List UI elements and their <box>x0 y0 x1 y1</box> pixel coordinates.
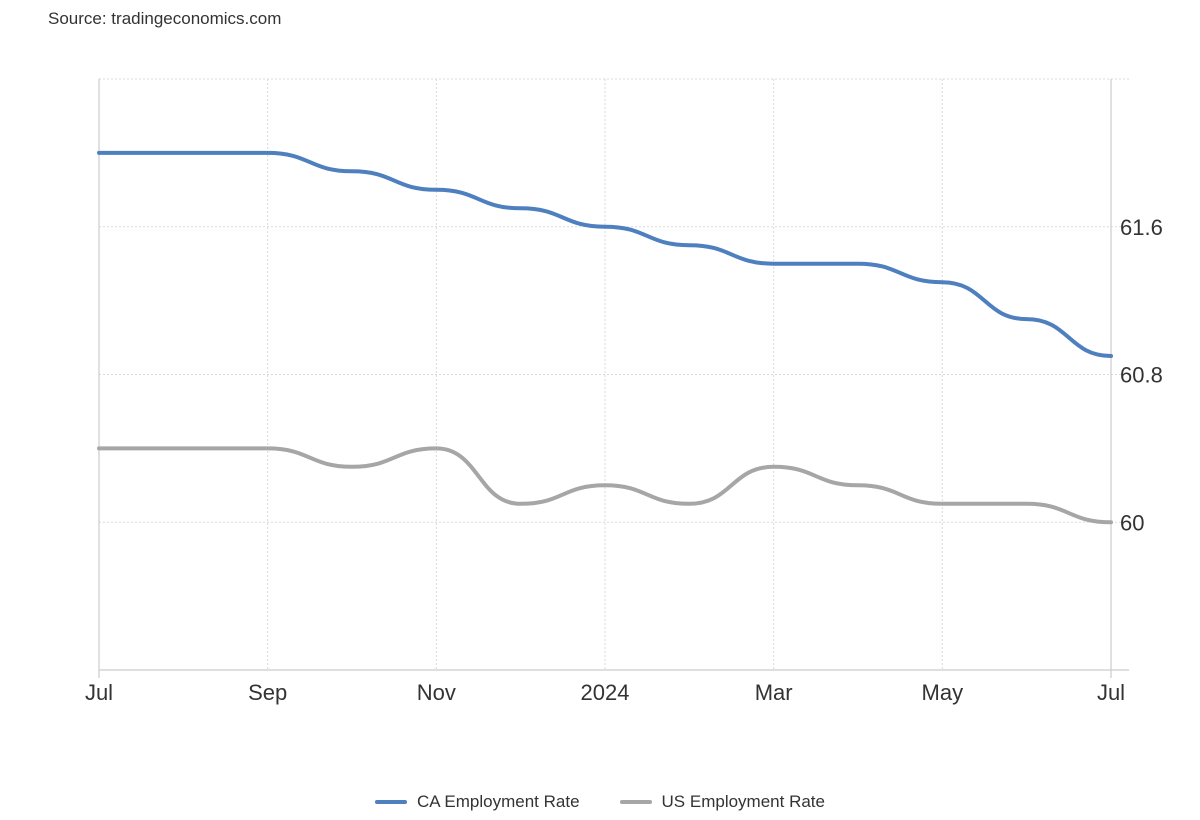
legend-item-us[interactable]: US Employment Rate <box>619 792 825 812</box>
y-tick-label: 61.6 <box>1120 215 1163 240</box>
x-tick-label: May <box>922 680 964 705</box>
legend-swatch-us <box>619 800 652 804</box>
x-tick-label: Nov <box>417 680 456 705</box>
series-line-ca[interactable] <box>97 150 1113 358</box>
legend-swatch-ca <box>375 800 408 804</box>
x-tick-label: Jul <box>85 680 113 705</box>
y-tick-label: 60.8 <box>1120 363 1163 388</box>
x-tick-label: Jul <box>1097 680 1125 705</box>
x-tick-label: Mar <box>755 680 793 705</box>
series-lines <box>97 150 1113 525</box>
x-tick-label: Sep <box>248 680 287 705</box>
legend-item-ca[interactable]: CA Employment Rate <box>375 792 580 812</box>
x-tick-label: 2024 <box>581 680 630 705</box>
y-axis-ticks: 61.6 60.8 60 <box>1120 215 1163 536</box>
grid-lines <box>99 78 1129 670</box>
legend-label-us: US Employment Rate <box>661 792 825 811</box>
line-chart: Jul Sep Nov 2024 Mar May Jul 61.6 60.8 60 <box>85 78 1163 705</box>
legend: CA Employment Rate US Employment Rate <box>0 792 1200 812</box>
legend-label-ca: CA Employment Rate <box>417 792 580 811</box>
series-line-us[interactable] <box>97 446 1113 525</box>
y-tick-label: 60 <box>1120 510 1144 535</box>
source-label: Source: tradingeconomics.com <box>48 9 282 28</box>
axes <box>98 79 1129 678</box>
x-axis-ticks: Jul Sep Nov 2024 Mar May Jul <box>85 680 1125 705</box>
